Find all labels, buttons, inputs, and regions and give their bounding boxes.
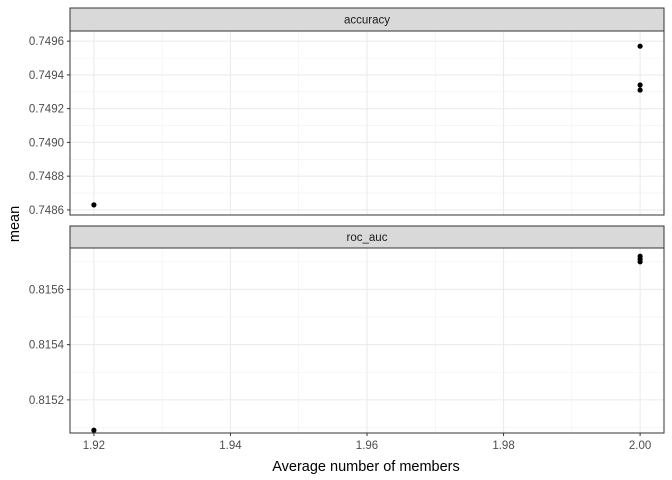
facet-panel-roc_auc: roc_auc 0.8152 0.8154 0.8156 — [29, 225, 665, 434]
facet-panel-accuracy: accuracy 0.7486 0.7488 0.7490 0.7492 0.7494 0.… — [29, 7, 665, 217]
facet-strip-label: accuracy — [344, 15, 390, 27]
y-tick-label: 0.7486 — [29, 205, 64, 217]
x-tick-label: 1.94 — [219, 440, 242, 452]
data-point — [637, 43, 643, 49]
data-point — [91, 202, 97, 208]
data-point — [637, 87, 643, 93]
y-tick-label: 0.7488 — [29, 171, 64, 183]
x-axis: 1.92 1.94 1.96 1.98 2.00 — [83, 433, 651, 452]
y-tick-label: 0.7490 — [29, 137, 64, 149]
x-tick-label: 1.96 — [356, 440, 378, 452]
y-tick-label: 0.8154 — [29, 340, 65, 352]
y-tick-label: 0.7492 — [29, 104, 64, 116]
panels: accuracy 0.7486 0.7488 0.7490 0.7492 0.7494 0.… — [29, 7, 665, 434]
x-tick-label: 2.00 — [629, 440, 651, 452]
x-tick-label: 1.92 — [83, 440, 105, 452]
panel-border — [69, 30, 665, 216]
data-point — [91, 427, 97, 433]
facet-strip-label: roc_auc — [347, 232, 388, 244]
x-axis-title: Average number of members — [272, 459, 460, 475]
data-point — [637, 253, 643, 259]
x-tick-label: 1.98 — [492, 440, 514, 452]
y-tick-label: 0.7494 — [29, 70, 65, 82]
y-axis-title: mean — [7, 206, 23, 242]
y-tick-label: 0.8152 — [29, 395, 64, 407]
y-tick-label: 0.7496 — [29, 36, 64, 48]
data-point — [637, 82, 643, 88]
y-tick-label: 0.8156 — [29, 284, 64, 296]
